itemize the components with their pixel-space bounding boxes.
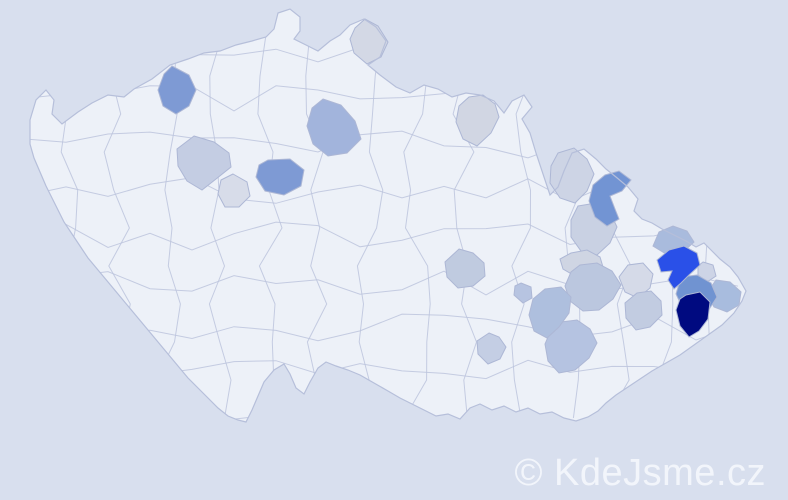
map-region-20[interactable] — [157, 65, 197, 115]
map-region-11[interactable] — [564, 262, 622, 312]
watermark-credit: © KdeJsme.cz — [514, 452, 766, 495]
map-region-21[interactable] — [255, 158, 305, 196]
district-border-line — [257, 9, 283, 419]
map-region-15[interactable] — [544, 319, 598, 374]
map-region-17[interactable] — [306, 98, 362, 157]
map-region-10[interactable] — [444, 248, 486, 289]
map-region-05[interactable] — [549, 147, 595, 204]
map-region-25[interactable] — [675, 291, 711, 338]
map-region-14[interactable] — [513, 282, 533, 304]
map-region-02[interactable] — [217, 173, 251, 208]
district-border-line — [208, 9, 232, 419]
map-region-16[interactable] — [528, 286, 572, 339]
map-region-12[interactable] — [476, 332, 507, 365]
district-border-line — [305, 9, 332, 419]
map-region-24[interactable] — [656, 245, 701, 290]
map-region-13[interactable] — [624, 290, 663, 331]
highlighted-districts — [157, 18, 742, 374]
map-region-01[interactable] — [176, 135, 232, 191]
district-border-line — [30, 221, 739, 251]
map-region-22[interactable] — [588, 170, 632, 227]
